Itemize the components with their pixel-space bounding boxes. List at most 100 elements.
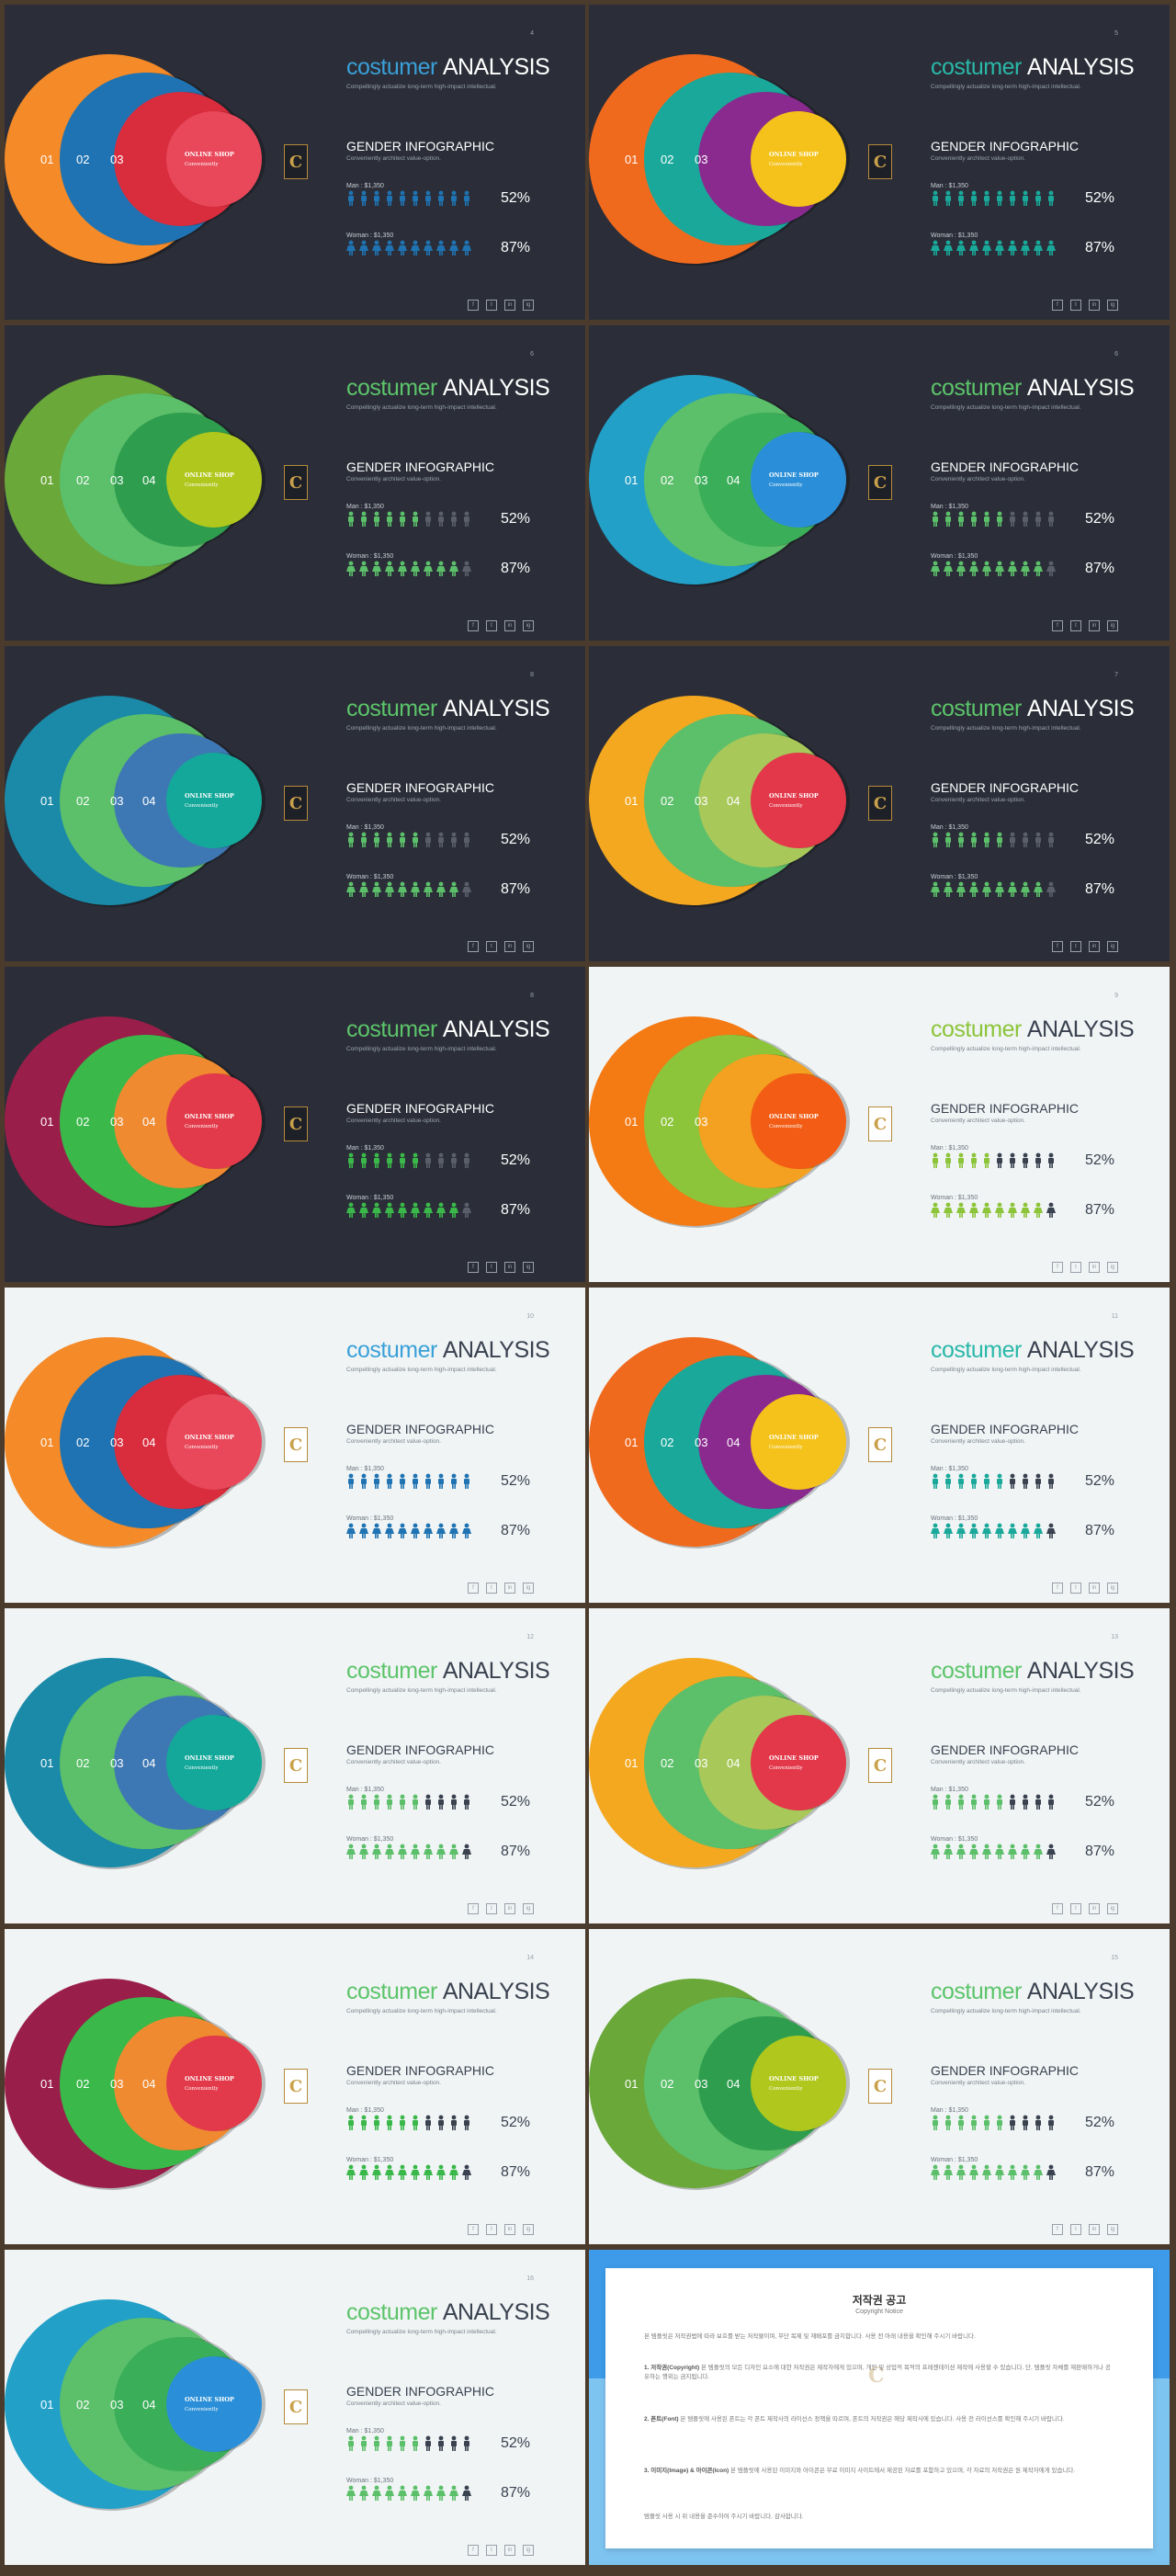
facebook-icon[interactable]: f — [1052, 300, 1063, 311]
facebook-icon[interactable]: f — [1052, 2224, 1063, 2235]
twitter-icon[interactable]: t — [486, 2545, 497, 2556]
woman-icon-row — [931, 1844, 1069, 1860]
slide-thumbnail[interactable]: 01 02 03 04 ONLINE SHOP Conveniently C 14 costum… — [5, 1929, 585, 2244]
instagram-icon[interactable]: ig — [523, 1583, 534, 1594]
instagram-icon[interactable]: ig — [1107, 1583, 1118, 1594]
facebook-icon[interactable]: f — [468, 2545, 479, 2556]
slide-thumbnail[interactable]: 01 02 03 04 ONLINE SHOP Conveniently C 6 costume… — [5, 325, 585, 641]
twitter-icon[interactable]: t — [486, 1583, 497, 1594]
title-main: ANALYSIS — [1026, 696, 1135, 721]
instagram-icon[interactable]: ig — [1107, 300, 1118, 311]
facebook-icon[interactable]: f — [468, 620, 479, 631]
male-person-icon — [933, 2115, 938, 2130]
linkedin-icon[interactable]: in — [504, 1583, 515, 1594]
facebook-icon[interactable]: f — [1052, 1583, 1063, 1594]
linkedin-icon[interactable]: in — [504, 1262, 515, 1273]
instagram-icon[interactable]: ig — [1107, 1903, 1118, 1914]
facebook-icon[interactable]: f — [468, 1583, 479, 1594]
twitter-icon[interactable]: t — [1070, 1903, 1081, 1914]
linkedin-icon[interactable]: in — [504, 620, 515, 631]
linkedin-icon[interactable]: in — [1089, 1262, 1100, 1273]
slide-thumbnail[interactable]: 01 02 03 04 ONLINE SHOP Conveniently C 8 costume… — [5, 967, 585, 1282]
facebook-icon[interactable]: f — [1052, 1903, 1063, 1914]
instagram-icon[interactable]: ig — [523, 620, 534, 631]
facebook-icon[interactable]: f — [1052, 941, 1063, 952]
slide-thumbnail[interactable]: 01 02 03 04 ONLINE SHOP Conveniently C 16 costum… — [5, 2250, 585, 2565]
shop-subtitle: Conveniently — [769, 1445, 803, 1450]
male-person-icon — [945, 2115, 951, 2130]
instagram-icon[interactable]: ig — [523, 1262, 534, 1273]
instagram-icon[interactable]: ig — [523, 1903, 534, 1914]
twitter-icon[interactable]: t — [486, 1903, 497, 1914]
linkedin-icon[interactable]: in — [504, 300, 515, 311]
female-person-icon — [944, 1202, 953, 1218]
copyright-slide[interactable]: 저작권 공고 Copyright Notice C 본 템플릿은 저작권법에 따라 보… — [589, 2250, 1170, 2565]
linkedin-icon[interactable]: in — [1089, 941, 1100, 952]
female-person-icon — [436, 1844, 446, 1859]
facebook-icon[interactable]: f — [468, 2224, 479, 2235]
slide-thumbnail[interactable]: 01 02 03 04 ONLINE SHOP Conveniently C 8 costume… — [5, 646, 585, 961]
instagram-icon[interactable]: ig — [523, 2545, 534, 2556]
linkedin-icon[interactable]: in — [1089, 620, 1100, 631]
twitter-icon[interactable]: t — [1070, 1262, 1081, 1273]
facebook-icon[interactable]: f — [1052, 620, 1063, 631]
slide-thumbnail[interactable]: 01 02 03 04 ONLINE SHOP Conveniently C 12 costum… — [5, 1608, 585, 1923]
linkedin-icon[interactable]: in — [1089, 300, 1100, 311]
linkedin-icon[interactable]: in — [504, 941, 515, 952]
male-person-icon — [413, 1473, 418, 1489]
male-person-icon — [945, 1152, 951, 1168]
man-label: Man : $1,350 — [346, 1466, 384, 1472]
male-person-icon — [945, 832, 951, 847]
slide-thumbnail[interactable]: 01 02 03 ONLINE SHOP Conveniently C 4 costumer A… — [5, 5, 585, 320]
male-person-icon — [945, 1473, 951, 1489]
instagram-icon[interactable]: ig — [1107, 941, 1118, 952]
woman-percentage: 87% — [501, 1523, 531, 1538]
twitter-icon[interactable]: t — [1070, 620, 1081, 631]
facebook-icon[interactable]: f — [468, 1262, 479, 1273]
man-percentage: 52% — [1085, 1152, 1115, 1168]
linkedin-icon[interactable]: in — [1089, 1903, 1100, 1914]
title-main: ANALYSIS — [1026, 1016, 1135, 1042]
woman-icon-row — [346, 561, 484, 577]
facebook-icon[interactable]: f — [468, 1903, 479, 1914]
slide-thumbnail[interactable]: 01 02 03 04 ONLINE SHOP Conveniently C 15 costum… — [589, 1929, 1170, 2244]
title-main: ANALYSIS — [442, 375, 550, 401]
linkedin-icon[interactable]: in — [1089, 2224, 1100, 2235]
linkedin-icon[interactable]: in — [504, 2545, 515, 2556]
instagram-icon[interactable]: ig — [523, 300, 534, 311]
instagram-icon[interactable]: ig — [523, 2224, 534, 2235]
linkedin-icon[interactable]: in — [1089, 1583, 1100, 1594]
linkedin-icon[interactable]: in — [504, 1903, 515, 1914]
female-person-icon — [1021, 881, 1030, 897]
female-person-icon — [346, 1202, 356, 1218]
slide-thumbnail[interactable]: 01 02 03 04 ONLINE SHOP Conveniently C 11 costum… — [589, 1288, 1170, 1603]
ring-label: 01 — [40, 153, 53, 166]
slide-thumbnail[interactable]: 01 02 03 04 ONLINE SHOP Conveniently C 6 costume… — [589, 325, 1170, 641]
twitter-icon[interactable]: t — [486, 2224, 497, 2235]
slide-thumbnail[interactable]: 01 02 03 ONLINE SHOP Conveniently C 9 costumer A… — [589, 967, 1170, 1282]
instagram-icon[interactable]: ig — [1107, 620, 1118, 631]
facebook-icon[interactable]: f — [1052, 1262, 1063, 1273]
gender-subtitle: Conveniently architect value-option. — [346, 476, 441, 482]
twitter-icon[interactable]: t — [486, 1262, 497, 1273]
slide-thumbnail[interactable]: 01 02 03 04 ONLINE SHOP Conveniently C 13 costum… — [589, 1608, 1170, 1923]
twitter-icon[interactable]: t — [486, 620, 497, 631]
instagram-icon[interactable]: ig — [1107, 2224, 1118, 2235]
instagram-icon[interactable]: ig — [1107, 1262, 1118, 1273]
twitter-icon[interactable]: t — [1070, 300, 1081, 311]
twitter-icon[interactable]: t — [1070, 2224, 1081, 2235]
twitter-icon[interactable]: t — [1070, 941, 1081, 952]
linkedin-icon[interactable]: in — [504, 2224, 515, 2235]
facebook-icon[interactable]: f — [468, 941, 479, 952]
male-person-icon — [374, 190, 379, 206]
male-person-icon — [1048, 832, 1054, 847]
twitter-icon[interactable]: t — [1070, 1583, 1081, 1594]
twitter-icon[interactable]: t — [486, 941, 497, 952]
man-label: Man : $1,350 — [931, 1145, 968, 1152]
instagram-icon[interactable]: ig — [523, 941, 534, 952]
slide-thumbnail[interactable]: 01 02 03 04 ONLINE SHOP Conveniently C 7 costume… — [589, 646, 1170, 961]
slide-thumbnail[interactable]: 01 02 03 ONLINE SHOP Conveniently C 5 costumer A… — [589, 5, 1170, 320]
slide-thumbnail[interactable]: 01 02 03 04 ONLINE SHOP Conveniently C 10 costum… — [5, 1288, 585, 1603]
twitter-icon[interactable]: t — [486, 300, 497, 311]
facebook-icon[interactable]: f — [468, 300, 479, 311]
